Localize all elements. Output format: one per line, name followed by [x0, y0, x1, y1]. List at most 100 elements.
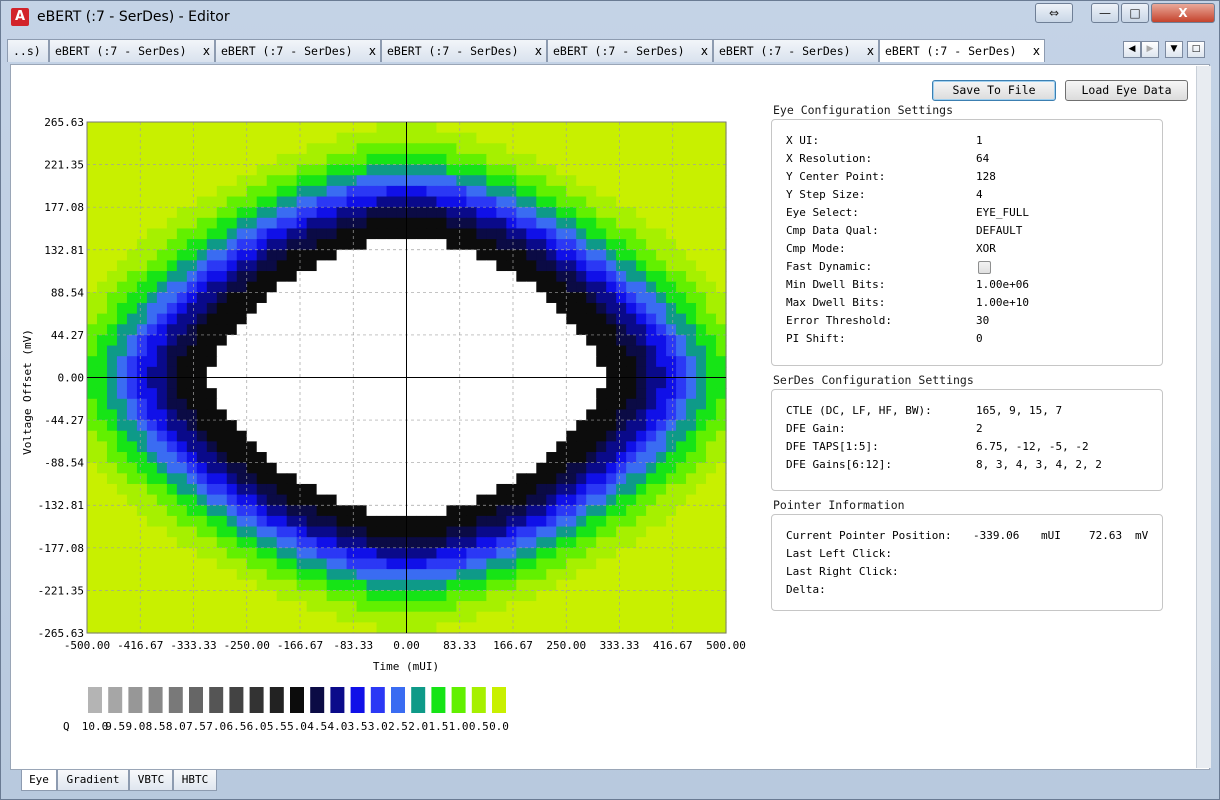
- tab-ebert-1[interactable]: eBERT (:7 - SerDes) x: [49, 39, 215, 62]
- heatmap-cell: [506, 452, 517, 464]
- heatmap-cell: [676, 345, 687, 357]
- tab-list-icon[interactable]: ▼: [1165, 41, 1183, 58]
- tab-close-icon[interactable]: x: [534, 44, 542, 58]
- tab-ebert-active[interactable]: eBERT (:7 - SerDes) x: [879, 39, 1045, 62]
- tab-ebert-5[interactable]: eBERT (:7 - SerDes) x: [713, 39, 879, 62]
- heatmap-cell: [576, 398, 587, 411]
- heatmap-cell: [226, 590, 238, 602]
- vertical-scrollbar[interactable]: [1196, 66, 1211, 768]
- tab-close-icon[interactable]: x: [202, 44, 210, 58]
- heatmap-cell: [186, 483, 198, 496]
- heatmap-cell: [106, 281, 118, 293]
- heatmap-cell: [516, 281, 527, 293]
- heatmap-cell: [656, 260, 667, 272]
- heatmap-cell: [296, 377, 308, 389]
- heatmap-cell: [286, 249, 298, 261]
- heatmap-cell: [126, 153, 138, 166]
- heatmap-cell: [716, 185, 727, 198]
- heatmap-cell: [456, 579, 467, 592]
- heatmap-cell: [696, 622, 707, 634]
- heatmap-cell: [196, 271, 208, 283]
- save-to-file-button[interactable]: Save To File: [932, 80, 1056, 101]
- heatmap-cell: [666, 356, 677, 368]
- fast-dynamic-checkbox[interactable]: [978, 261, 991, 274]
- heatmap-cell: [656, 313, 667, 325]
- heatmap-cell: [696, 153, 707, 166]
- heatmap-cell: [586, 569, 597, 581]
- current-pointer-y: 72.63: [1089, 529, 1123, 542]
- heatmap-cell: [656, 483, 667, 496]
- heatmap-cell: [296, 185, 308, 198]
- tab-scroll-left-icon[interactable]: ◀: [1123, 41, 1141, 58]
- heatmap-cell: [566, 260, 577, 272]
- heatmap-cell: [536, 452, 547, 464]
- heatmap-cell: [176, 622, 188, 634]
- tab-close-icon[interactable]: x: [368, 44, 376, 58]
- heatmap-cell: [286, 302, 298, 315]
- tab-label: ..s): [13, 44, 41, 58]
- heatmap-cell: [456, 228, 467, 240]
- heatmap-cell: [146, 558, 158, 570]
- tab-close-icon[interactable]: x: [866, 44, 874, 58]
- heatmap-cell: [476, 441, 487, 453]
- tab-restore-icon[interactable]: □: [1187, 41, 1205, 58]
- heatmap-cell: [676, 196, 687, 208]
- tab-ebert-2[interactable]: eBERT (:7 - SerDes) x: [215, 39, 381, 62]
- tab-gradient[interactable]: Gradient: [57, 770, 129, 791]
- heatmap-cell: [396, 249, 408, 261]
- heatmap-cell: [616, 164, 627, 176]
- heatmap-cell: [686, 356, 697, 368]
- heatmap-cell: [96, 526, 108, 538]
- heatmap-cell: [346, 260, 358, 272]
- swap-icon[interactable]: ⇔: [1035, 3, 1073, 23]
- heatmap-cell: [216, 590, 228, 602]
- heatmap-cell: [436, 441, 448, 453]
- heatmap-cell: [426, 132, 438, 144]
- tab-close-icon[interactable]: x: [1032, 44, 1040, 58]
- load-eye-data-button[interactable]: Load Eye Data: [1065, 80, 1188, 101]
- heatmap-cell: [696, 356, 707, 368]
- heatmap-cell: [546, 281, 557, 293]
- eye-diagram-chart[interactable]: 265.63221.35177.08132.8188.5444.270.00-4…: [1, 1, 761, 771]
- tab-overflow[interactable]: ..s): [7, 39, 49, 62]
- tab-ebert-4[interactable]: eBERT (:7 - SerDes) x: [547, 39, 713, 62]
- heatmap-cell: [526, 558, 537, 570]
- heatmap-cell: [87, 505, 98, 517]
- tab-scroll-right-icon[interactable]: ▶: [1141, 41, 1159, 58]
- tab-vbtc[interactable]: VBTC: [129, 770, 173, 791]
- heatmap-cell: [426, 228, 438, 240]
- tab-ebert-3[interactable]: eBERT (:7 - SerDes) x: [381, 39, 547, 62]
- heatmap-cell: [536, 196, 547, 208]
- heatmap-cell: [506, 292, 517, 304]
- heatmap-cell: [286, 239, 298, 251]
- heatmap-cell: [356, 356, 368, 368]
- tab-close-icon[interactable]: x: [700, 44, 708, 58]
- heatmap-cell: [106, 537, 118, 549]
- heatmap-cell: [356, 558, 368, 570]
- heatmap-cell: [576, 324, 587, 336]
- minimize-button[interactable]: —: [1091, 3, 1119, 23]
- heatmap-cell: [536, 356, 547, 368]
- heatmap-cell: [686, 271, 697, 283]
- x-tick-label: 0.00: [393, 639, 420, 652]
- tab-eye[interactable]: Eye: [21, 770, 57, 791]
- close-button[interactable]: X: [1151, 3, 1215, 23]
- heatmap-cell: [596, 228, 607, 240]
- heatmap-cell: [286, 228, 298, 240]
- heatmap-cell: [596, 164, 607, 176]
- heatmap-cell: [676, 239, 687, 251]
- heatmap-cell: [246, 292, 258, 304]
- heatmap-cell: [196, 601, 208, 613]
- heatmap-cell: [536, 611, 547, 623]
- heatmap-cell: [196, 483, 208, 496]
- heatmap-cell: [436, 430, 448, 442]
- heatmap-cell: [216, 452, 228, 464]
- heatmap-cell: [696, 207, 707, 219]
- maximize-button[interactable]: □: [1121, 3, 1149, 23]
- heatmap-cell: [126, 334, 138, 347]
- heatmap-cell: [496, 345, 507, 357]
- heatmap-cell: [196, 377, 208, 389]
- heatmap-cell: [566, 569, 577, 581]
- tab-hbtc[interactable]: HBTC: [173, 770, 217, 791]
- heatmap-cell: [116, 526, 128, 538]
